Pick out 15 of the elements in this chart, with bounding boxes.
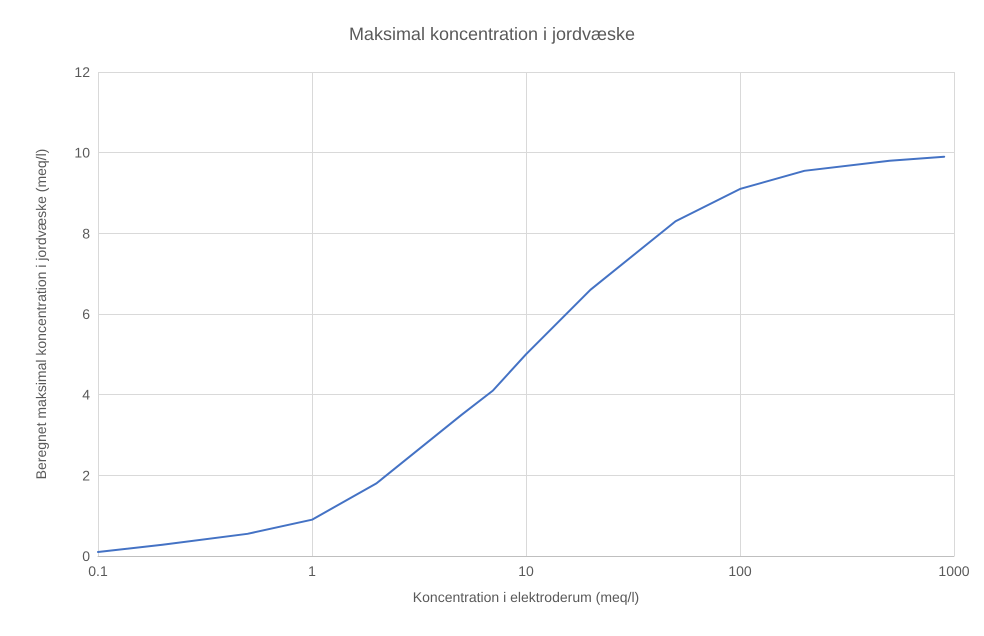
y-tick-label: 2 [82, 467, 90, 484]
x-tick-label: 1 [308, 563, 316, 579]
x-tick-label: 100 [728, 563, 752, 579]
chart-title: Maksimal koncentration i jordvæske [348, 24, 636, 44]
x-axis-title: Koncentration i elektroderum (meq/l) [412, 589, 640, 605]
y-axis-title: Beregnet maksimal koncentration i jordvæske (meq/l) [33, 148, 49, 480]
y-tick-label: 4 [82, 386, 90, 403]
y-tick-label: 10 [74, 144, 90, 161]
y-tick-label: 0 [82, 548, 90, 564]
y-tick-label: 6 [82, 306, 90, 322]
x-tick-label: 10 [518, 563, 534, 579]
y-tick-label: 12 [74, 64, 90, 80]
x-tick-label: 0.1 [88, 563, 108, 579]
y-tick-label: 8 [82, 225, 90, 242]
x-tick-label: 1000 [938, 563, 970, 579]
